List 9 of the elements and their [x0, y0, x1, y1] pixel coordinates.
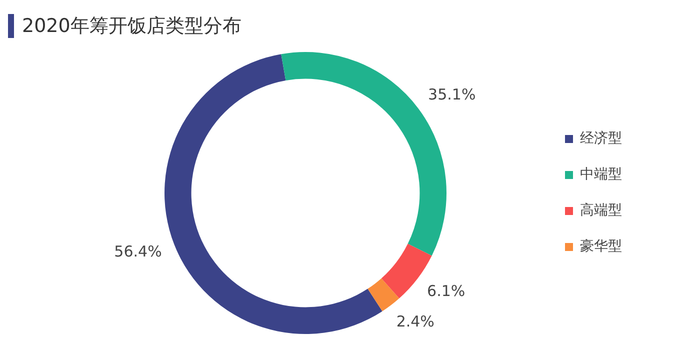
data-label: 35.1%: [428, 85, 476, 104]
legend-label: 经济型: [580, 130, 622, 147]
data-label: 2.4%: [396, 312, 434, 331]
chart-title: 2020年筹开饭店类型分布: [22, 14, 242, 39]
legend-label: 中端型: [580, 166, 622, 183]
data-label: 56.4%: [114, 242, 162, 261]
data-label: 6.1%: [427, 282, 466, 300]
legend-label: 豪华型: [580, 238, 622, 255]
legend-label: 高端型: [580, 202, 622, 219]
